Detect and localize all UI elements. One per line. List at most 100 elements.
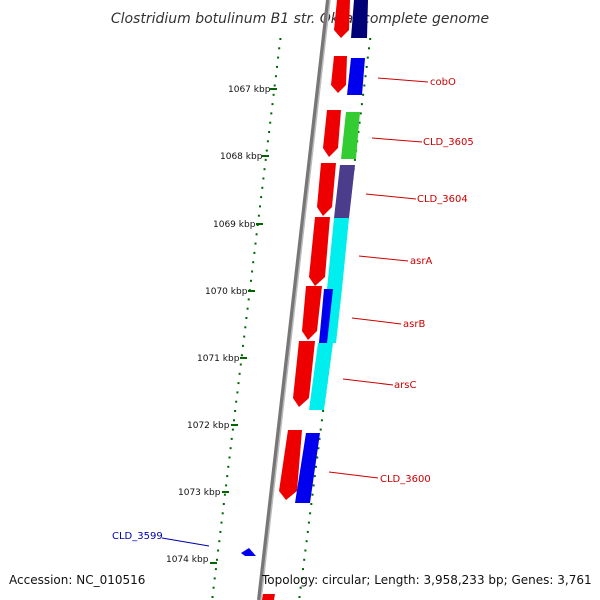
left-track-dot [251,270,254,273]
gene-label-line [161,537,210,547]
right-track-dot [318,437,321,440]
left-track-dot [228,456,231,459]
right-track-dot [369,38,372,40]
left-track-dot [247,298,250,301]
right-track-dot [363,84,366,87]
left-track-dot [213,577,216,580]
left-track-dot [269,121,272,124]
right-track-dot [320,419,323,422]
scale-labels: 1067 kbp 1068 kbp 1069 kbp 1070 kbp 1071… [166,85,277,565]
left-track-dot [222,503,225,505]
gene-arrow [317,163,336,216]
gene-block [309,343,333,410]
left-track-dot [246,307,249,310]
scale-label: 1067 kbp [228,85,271,95]
right-track-dot [358,121,361,124]
left-track-dot [272,93,275,96]
left-track-dot [253,251,256,254]
right-track-dot [319,428,322,431]
scale-label: 1069 kbp [213,220,256,230]
left-track-dot [260,196,263,199]
right-track-dot [364,75,367,78]
right-track-dot [357,131,360,133]
right-track-dot [310,503,313,505]
left-track-dot [212,586,215,589]
left-track-dot [231,428,234,431]
left-track-dot [243,335,246,338]
left-track-dot [262,177,265,180]
left-track-dot [276,65,278,68]
gene-arrow [331,56,347,93]
left-track-dot [223,493,226,496]
adjacent-genes [241,0,368,556]
gene-block [319,289,333,343]
left-track-dot [220,521,223,524]
left-track-dot [270,112,273,115]
left-track-dot [274,75,277,78]
left-track-dot [235,400,238,403]
left-track-dot [216,558,218,561]
right-track-dot [299,586,302,589]
right-track-dot [316,456,319,459]
genome-backbone [257,0,330,600]
left-track-dot [263,168,266,171]
left-track-dot [217,549,220,552]
right-track-dot [362,93,365,96]
gene-arrow [262,594,275,600]
gene-label-line [358,255,409,262]
right-track-dot [311,493,314,496]
gene-block [341,112,360,159]
genome-backbone-highlight [260,0,331,600]
gene-arrow [302,286,322,340]
gene-arrow [323,110,341,157]
right-track-dot [312,484,315,487]
right-track-dot [300,577,303,580]
scale-label: 1071 kbp [197,354,240,364]
gene-arrow [293,341,315,407]
left-track-dot [214,568,217,571]
left-track-dot [257,214,260,217]
gene-block [327,218,349,289]
gene-label-line [365,193,417,200]
topology-text: Topology: circular; Length: 3,958,233 bp… [262,573,592,587]
left-track-dot [250,279,252,282]
gene-label-lines [161,77,429,547]
gene-label-CLD-3599: CLD_3599 [112,531,163,542]
left-track-dot [237,382,240,385]
gene-block [351,0,368,38]
gene-label-CLD-3604: CLD_3604 [417,194,468,205]
gene-label-CLD-3600: CLD_3600 [380,474,431,485]
left-track-dot [277,56,280,59]
left-track-dot [226,475,229,478]
gene-label-asrA: asrA [410,256,432,267]
gene-label-line [377,77,429,83]
right-track-dot [313,475,316,478]
gene-label-CLD-3605: CLD_3605 [423,137,474,148]
left-track-dot [255,233,258,236]
gene-label-cobO: cobO [430,77,456,88]
left-track-dot [230,437,233,440]
left-track-dot [259,205,261,208]
gene-label-asrB: asrB [403,319,425,330]
left-track-dot [271,103,274,106]
map-title: Clostridium botulinum B1 str. Okra, comp… [111,11,489,27]
left-track-dot [244,326,247,329]
right-track-dot [298,596,301,598]
left-track-dot [273,84,276,87]
left-track-dot [240,354,243,357]
gene-labels: cobO CLD_3605 CLD_3604 asrA asrB arsC CL… [112,77,474,542]
left-track-dot [264,158,267,161]
right-track-dot [302,568,304,571]
scale-label: 1068 kbp [220,152,263,162]
right-track-dot [365,65,368,68]
left-track-dot [268,131,271,133]
scale-label: 1073 kbp [178,488,221,498]
left-track-dot [225,484,228,487]
right-track-dot [315,465,317,468]
gene-label-line [371,137,423,143]
right-track-dot [303,558,306,561]
left-track-dot [236,391,239,394]
left-track-dot [211,596,214,598]
gene-block [241,548,256,556]
gene-block [334,165,355,218]
